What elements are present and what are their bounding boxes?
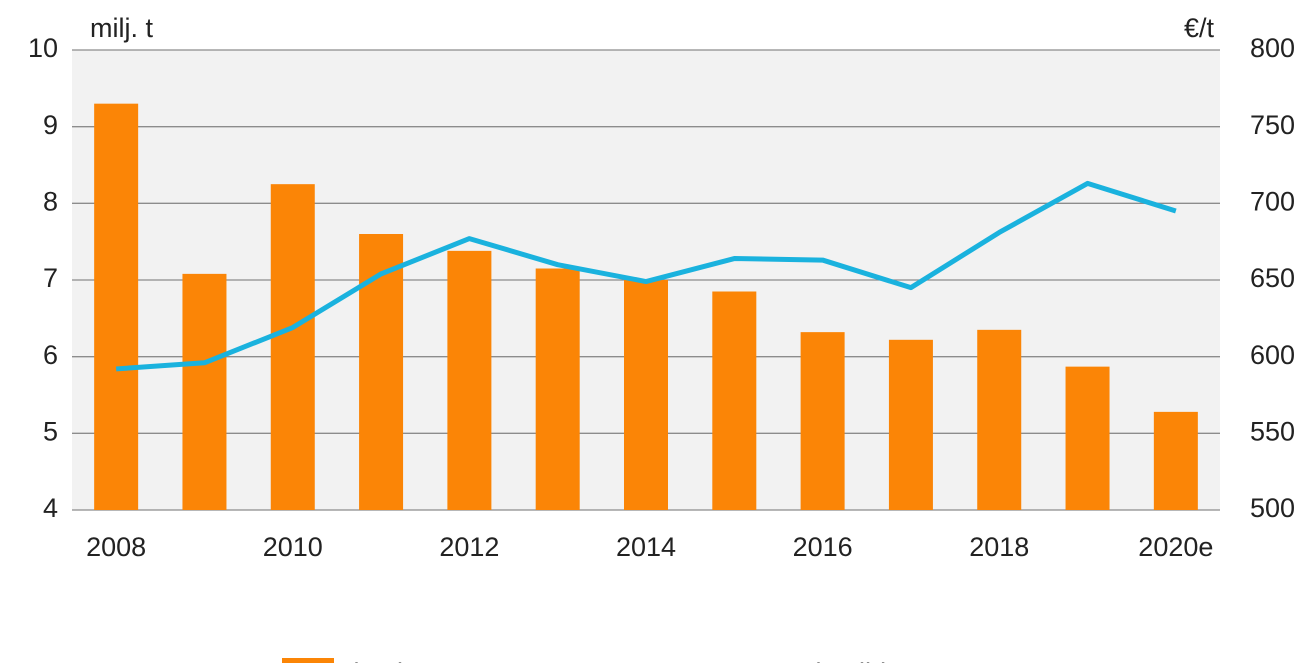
x-tick-label: 2010 — [263, 532, 323, 562]
legend-swatch — [282, 658, 334, 668]
x-tick-label: 2014 — [616, 532, 676, 562]
bar — [1065, 366, 1110, 510]
y-tick-label: 6 — [43, 340, 58, 370]
bar — [270, 184, 315, 510]
legend-label: Vientimäärä — [336, 658, 481, 663]
y-axis-label: milj. t — [90, 13, 153, 43]
y2-tick-label: 750 — [1250, 110, 1295, 140]
bar — [977, 329, 1022, 510]
bar — [624, 280, 668, 510]
y-tick-label: 8 — [43, 186, 58, 216]
y2-tick-label: 650 — [1250, 263, 1295, 293]
y-tick-label: 4 — [43, 493, 58, 523]
bar — [888, 339, 933, 510]
bar — [712, 291, 757, 510]
x-tick-label: 2008 — [86, 532, 146, 562]
line — [115, 180, 1177, 372]
y2-tick-label: 600 — [1250, 340, 1295, 370]
y2-axis-label: €/t — [1184, 13, 1215, 43]
x-tick-label: 2012 — [439, 532, 499, 562]
bar — [800, 332, 845, 510]
y2-tick-label: 500 — [1250, 493, 1295, 523]
y2-tick-label: 700 — [1250, 186, 1295, 216]
bar — [535, 268, 580, 510]
y-tick-label: 5 — [43, 416, 58, 446]
y-tick-label: 10 — [28, 33, 58, 63]
x-tick-label: 2020e — [1138, 532, 1213, 562]
y2-tick-label: 550 — [1250, 416, 1295, 446]
x-tick-label: 2018 — [969, 532, 1029, 562]
x-tick-label: 2016 — [793, 532, 853, 562]
bar — [1153, 411, 1198, 510]
y-tick-label: 7 — [43, 263, 58, 293]
bar — [182, 273, 227, 510]
y2-tick-label: 800 — [1250, 33, 1295, 63]
bar — [94, 103, 139, 511]
legend-label: Vientihinta — [798, 658, 925, 663]
bar — [447, 250, 492, 510]
y-tick-label: 9 — [43, 110, 58, 140]
